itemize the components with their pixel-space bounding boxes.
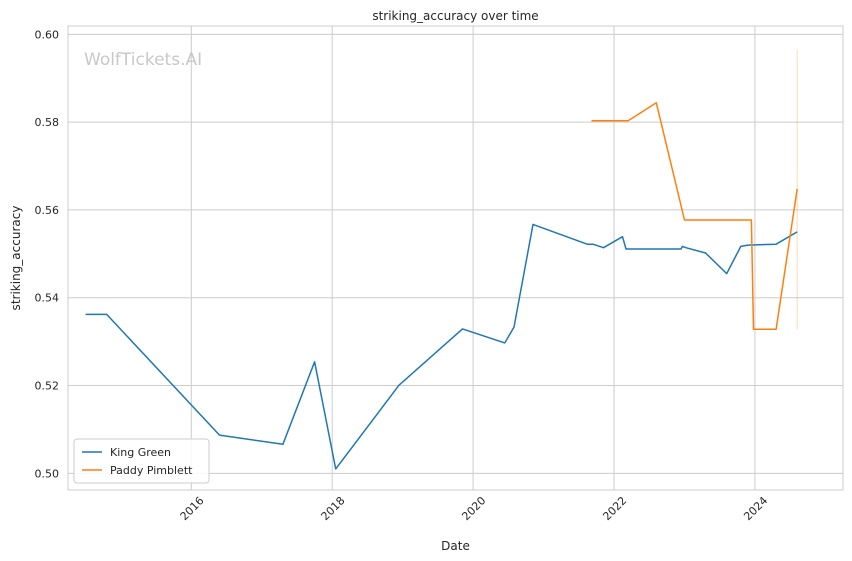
- y-axis-ticks: 0.50 0.52 0.54 0.56 0.58 0.60: [35, 28, 60, 480]
- legend: King Green Paddy Pimblett: [73, 438, 210, 484]
- y-axis-title: striking_accuracy: [9, 206, 23, 311]
- plot-area-frame: [67, 25, 844, 491]
- x-axis-title: Date: [441, 539, 470, 553]
- legend-box: [73, 438, 210, 484]
- y-tick-label: 0.58: [35, 116, 60, 129]
- watermark: WolfTickets.AI: [84, 50, 202, 70]
- y-tick-label: 0.54: [35, 292, 60, 305]
- series-line: [85, 223, 798, 470]
- legend-label: Paddy Pimblett: [110, 464, 193, 477]
- legend-label: King Green: [110, 446, 171, 459]
- y-tick-label: 0.60: [35, 28, 60, 41]
- series-line: [591, 102, 798, 331]
- y-tick-label: 0.56: [35, 204, 60, 217]
- y-tick-label: 0.52: [35, 380, 60, 393]
- series-lines: [85, 102, 798, 470]
- chart-title: striking_accuracy over time: [372, 9, 538, 23]
- grid-lines: [68, 26, 843, 490]
- y-tick-label: 0.50: [35, 467, 60, 480]
